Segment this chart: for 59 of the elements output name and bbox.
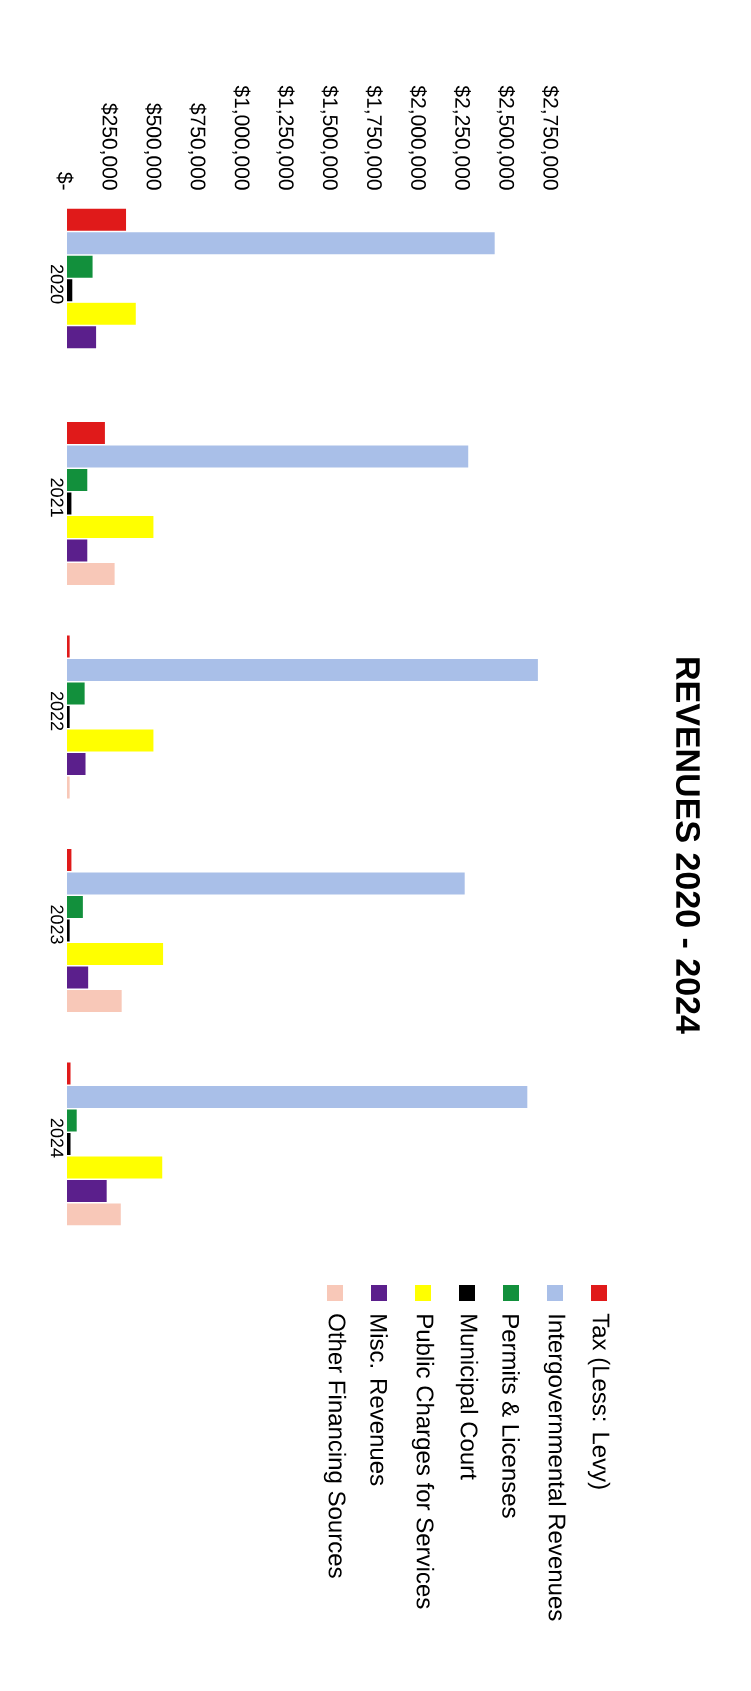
bar — [67, 706, 70, 729]
bar — [67, 279, 73, 302]
bar — [67, 492, 72, 515]
y-tick-label: 2022 — [50, 691, 64, 731]
bar — [67, 776, 70, 799]
bar — [67, 516, 154, 539]
text: REVENUES 2020 - 2024 — [675, 658, 701, 1034]
x-tick-label: $250,000 — [99, 103, 119, 190]
bar — [67, 919, 70, 942]
bar — [67, 422, 105, 445]
bar — [67, 469, 88, 492]
bar — [67, 1156, 163, 1179]
bar — [67, 539, 88, 562]
bar — [67, 255, 93, 278]
bar — [67, 445, 469, 468]
bar — [67, 989, 122, 1012]
x-tick-label: $- — [56, 172, 74, 190]
x-tick-label: $1,750,000 — [364, 85, 383, 190]
bar — [67, 659, 538, 682]
bar — [67, 635, 70, 658]
bar — [67, 682, 85, 705]
bar — [67, 1109, 77, 1132]
legend-label: Public Charges for Services — [411, 1315, 435, 1609]
x-tick-label: $500,000 — [144, 103, 163, 190]
legend-label: Other Financing Sources — [323, 1314, 347, 1578]
y-tick-label: 2021 — [50, 478, 64, 517]
x-tick-label: $2,250,000 — [452, 85, 471, 190]
legend-label: Misc. Revenues — [370, 1315, 388, 1486]
x-tick-label: $1,000,000 — [232, 85, 251, 190]
bar — [67, 1132, 71, 1155]
bar — [67, 563, 115, 586]
x-tick-label: $2,500,000 — [496, 85, 516, 190]
x-tick-label: $2,000,000 — [408, 85, 427, 190]
bar — [67, 942, 164, 965]
bar — [67, 1085, 528, 1108]
bar — [67, 208, 127, 231]
x-tick-label: $2,750,000 — [540, 85, 560, 190]
bar — [67, 848, 72, 871]
bar — [67, 1179, 107, 1202]
x-tick-label: $1,250,000 — [276, 85, 295, 190]
legend-label: Permits & Licenses — [502, 1315, 520, 1518]
y-tick-label: 2023 — [50, 905, 64, 944]
bar — [67, 1203, 121, 1226]
legend-label: Tax (Less: Levy) — [587, 1313, 611, 1489]
x-tick-label: $750,000 — [188, 103, 207, 190]
x-tick-label: $1,500,000 — [320, 85, 339, 190]
bar — [67, 729, 154, 752]
bar — [67, 232, 495, 255]
bar — [67, 872, 465, 895]
bar — [67, 966, 89, 989]
bar — [67, 753, 86, 776]
legend-label: Intergovernmental Revenues — [543, 1315, 567, 1621]
legend-label: Municipal Court — [455, 1315, 479, 1480]
bar — [67, 302, 136, 325]
y-tick-label: 2024 — [50, 1118, 64, 1158]
bar — [67, 1062, 71, 1085]
bar — [67, 895, 83, 918]
y-tick-label: 2020 — [50, 265, 64, 304]
bar — [67, 326, 97, 349]
